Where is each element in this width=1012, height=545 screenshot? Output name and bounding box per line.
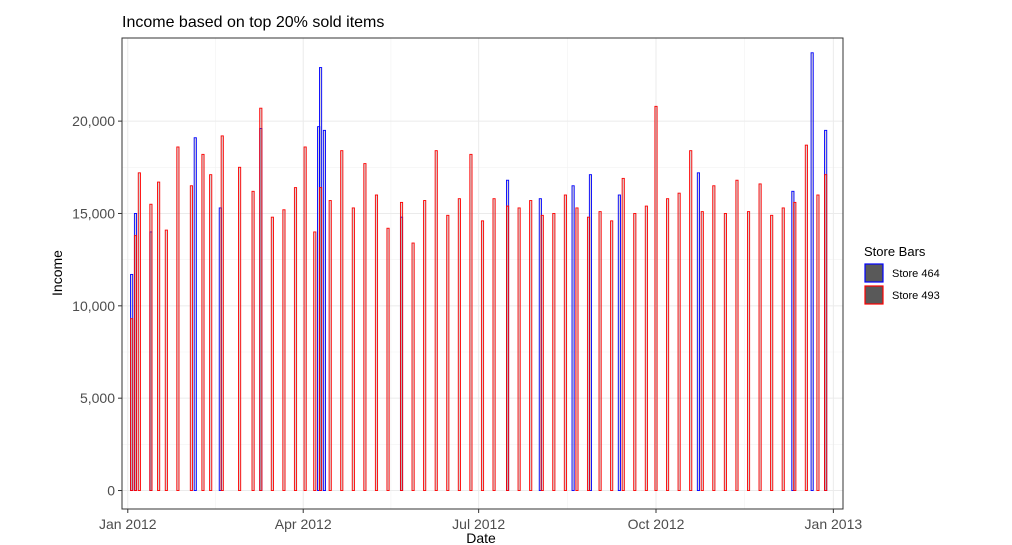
bar [552, 213, 556, 491]
bar [804, 144, 808, 491]
y-tick-label: 20,000 [72, 113, 115, 129]
bar [781, 207, 785, 491]
bar [189, 185, 193, 491]
plot-panel [121, 37, 844, 510]
bar [137, 172, 141, 491]
bar [696, 172, 700, 491]
bar [816, 194, 820, 491]
bar [386, 227, 390, 491]
bar [149, 203, 153, 491]
bar [293, 187, 298, 491]
bar [164, 229, 168, 491]
bar [328, 200, 332, 491]
bar [399, 201, 404, 491]
bar [677, 192, 681, 491]
bar [666, 198, 670, 491]
y-tick-label: 5,000 [80, 390, 115, 406]
x-tick-label: Jul 2012 [452, 516, 505, 532]
legend: Store Bars Store 464 Store 493 [864, 244, 940, 305]
bar [351, 207, 355, 491]
bar [793, 201, 797, 491]
y-tick-label: 15,000 [72, 205, 115, 221]
legend-title: Store Bars [864, 244, 926, 259]
y-tick-label: 0 [107, 483, 115, 499]
y-tick-label: 10,000 [72, 298, 115, 314]
bar [723, 213, 727, 491]
bar [270, 216, 274, 491]
bar [259, 107, 263, 491]
bar [492, 198, 496, 491]
legend-label: Store 493 [892, 290, 940, 302]
bar [313, 231, 317, 491]
bar [506, 205, 510, 491]
bar [700, 211, 704, 491]
y-axis-title: Income [49, 250, 65, 296]
bar [282, 209, 286, 491]
bar [712, 185, 716, 491]
bar [758, 183, 762, 491]
legend-label: Store 464 [892, 268, 940, 280]
bar [586, 216, 591, 491]
bar [571, 185, 575, 491]
panel-background [122, 38, 843, 509]
bar [133, 235, 138, 491]
bar-series [130, 52, 828, 491]
bar [411, 242, 415, 491]
bar [209, 174, 213, 491]
bar [746, 211, 751, 491]
bar [363, 163, 367, 491]
bar [517, 207, 521, 491]
x-tick-label: Jan 2012 [99, 516, 157, 532]
bar [735, 179, 739, 491]
bar [446, 214, 450, 491]
bar [689, 150, 693, 491]
bar-series [130, 105, 828, 491]
x-axis-title: Date [466, 530, 496, 545]
bar [303, 146, 307, 491]
bar [575, 207, 579, 491]
bar [319, 187, 323, 491]
legend-key [864, 285, 884, 305]
bar [810, 52, 814, 491]
bar [770, 214, 774, 491]
bar [434, 150, 438, 491]
bar [193, 137, 197, 491]
bar [157, 181, 161, 491]
bar [469, 153, 473, 491]
bar [617, 194, 621, 491]
bar [238, 166, 242, 491]
bar [176, 146, 180, 491]
bar [220, 135, 224, 491]
bar [340, 150, 344, 491]
y-axis-ticks: 0 5,000 10,000 15,000 20,000 [72, 113, 122, 499]
bar [540, 214, 544, 491]
bar [610, 220, 614, 491]
bar [529, 200, 533, 491]
bar [824, 174, 828, 491]
bar [322, 129, 326, 491]
x-tick-label: Oct 2012 [628, 516, 685, 532]
bar [598, 211, 602, 491]
bar [480, 220, 485, 491]
panel-border [121, 37, 844, 510]
x-tick-label: Jan 2013 [805, 516, 863, 532]
legend-key [864, 263, 884, 283]
bar [563, 194, 567, 491]
bar [457, 198, 461, 491]
chart-title: Income based on top 20% sold items [122, 14, 384, 31]
bar [654, 105, 658, 491]
bar [374, 194, 379, 491]
x-axis-ticks: Jan 2012 Apr 2012 Jul 2012 Oct 2012 Jan 2013 [99, 509, 862, 532]
x-tick-label: Apr 2012 [275, 516, 332, 532]
bar [251, 190, 255, 491]
bar [644, 205, 648, 491]
bar [130, 318, 134, 491]
bar [201, 153, 205, 491]
bar [423, 200, 427, 491]
bar [633, 213, 637, 491]
bar [621, 177, 625, 491]
